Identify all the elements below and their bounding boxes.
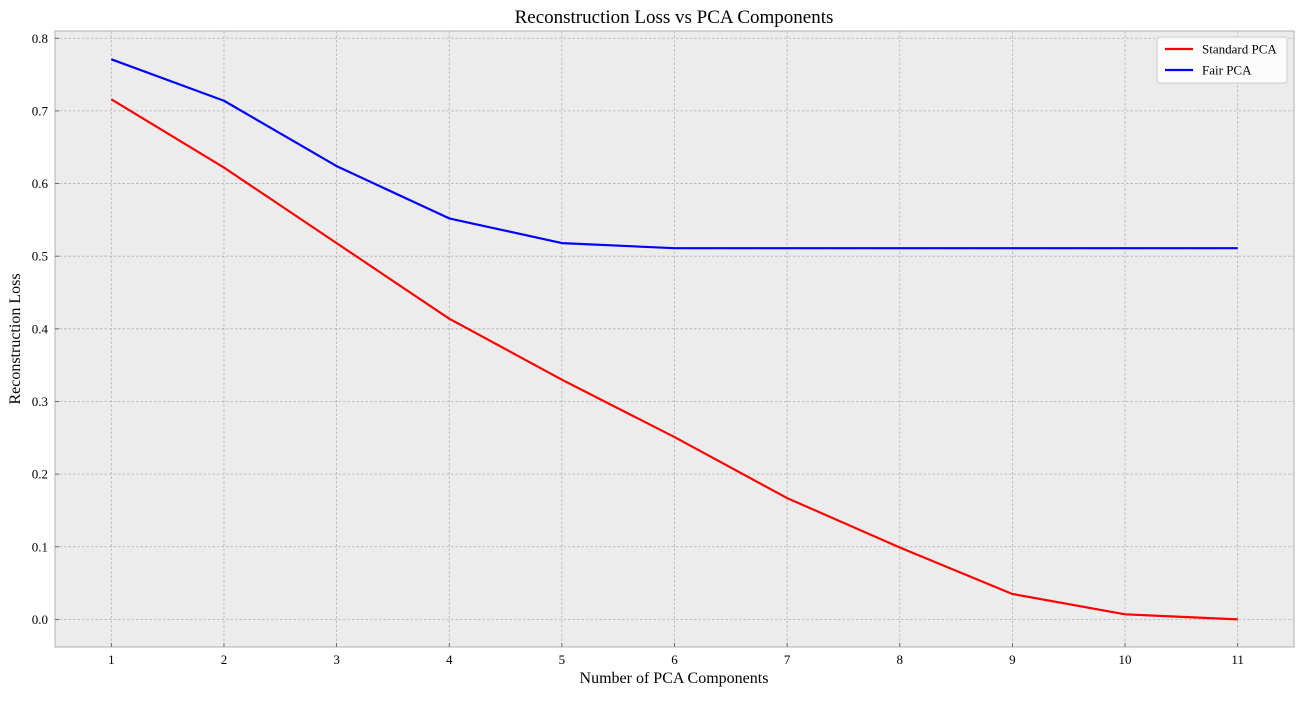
y-tick-label: 0.4 (32, 321, 49, 336)
x-tick-label: 2 (221, 652, 228, 667)
y-tick-label: 0.6 (32, 176, 49, 191)
x-tick-label: 3 (333, 652, 340, 667)
legend-label-standard-pca: Standard PCA (1202, 42, 1277, 57)
x-tick-label: 5 (559, 652, 566, 667)
x-tick-label: 8 (897, 652, 904, 667)
x-tick-label: 1 (108, 652, 115, 667)
x-tick-label: 11 (1231, 652, 1244, 667)
y-tick-label: 0.5 (32, 249, 48, 264)
legend-label-fair-pca: Fair PCA (1202, 63, 1252, 78)
x-tick-label: 9 (1009, 652, 1016, 667)
y-tick-label: 0.3 (32, 394, 48, 409)
x-tick-label: 6 (671, 652, 678, 667)
y-tick-label: 0.0 (32, 612, 48, 627)
y-tick-label: 0.8 (32, 31, 48, 46)
y-tick-label: 0.7 (32, 103, 49, 118)
y-tick-label: 0.2 (32, 467, 48, 482)
chart-title: Reconstruction Loss vs PCA Components (515, 7, 834, 28)
x-tick-label: 10 (1119, 652, 1132, 667)
y-tick-label: 0.1 (32, 539, 48, 554)
x-axis-title: Number of PCA Components (580, 670, 769, 687)
y-axis-title: Reconstruction Loss (7, 273, 24, 404)
legend: Standard PCA Fair PCA (1157, 37, 1287, 83)
x-tick-label: 4 (446, 652, 453, 667)
x-tick-label: 7 (784, 652, 791, 667)
